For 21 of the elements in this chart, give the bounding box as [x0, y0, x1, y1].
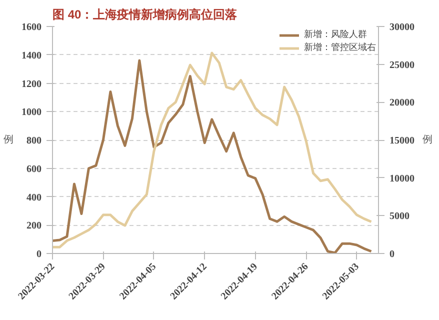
y-tick-label: 1600 [22, 22, 42, 33]
chart-title: 图 40：上海疫情新增病例高位回落 [52, 8, 238, 22]
y-tick-label: 1200 [22, 78, 42, 90]
y-tick-label: 800 [26, 136, 42, 146]
y2-tick-label: 30000 [390, 22, 414, 33]
y-tick-label: 1000 [22, 107, 42, 118]
y-tick-label: 0 [36, 249, 42, 260]
y-axis-title: 例 [4, 134, 14, 146]
y2-tick-label: 15000 [390, 136, 414, 146]
legend-label: 新增：管控区域右 [304, 41, 376, 54]
y-tick-label: 400 [26, 192, 42, 204]
y2-tick-label: 5000 [390, 211, 410, 222]
y2-tick-label: 20000 [390, 98, 414, 109]
y2-axis-title: 例 [422, 134, 432, 146]
y2-tick-label: 10000 [390, 173, 414, 184]
y-tick-label: 600 [26, 164, 42, 175]
y2-tick-label: 25000 [390, 60, 414, 71]
y-tick-label: 1400 [22, 50, 42, 62]
legend-label: 新增：风险人群 [304, 28, 367, 41]
y2-tick-label: 0 [390, 249, 394, 260]
y-tick-label: 200 [26, 220, 42, 232]
